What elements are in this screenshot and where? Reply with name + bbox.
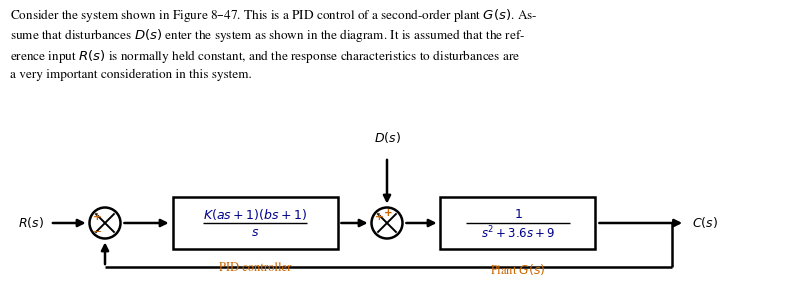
- Text: sume that disturbances $D(s)$ enter the system as shown in the diagram. It is as: sume that disturbances $D(s)$ enter the …: [10, 27, 525, 45]
- Text: $s$: $s$: [251, 227, 259, 239]
- Text: $-$: $-$: [93, 224, 102, 235]
- Text: $D(s)$: $D(s)$: [373, 130, 400, 145]
- Text: +: +: [375, 212, 384, 222]
- Text: PID controller: PID controller: [219, 262, 291, 274]
- Text: $C(s)$: $C(s)$: [692, 216, 718, 230]
- Text: $1$: $1$: [513, 207, 523, 220]
- Text: $R(s)$: $R(s)$: [18, 216, 44, 230]
- Text: Plant $G(s)$: Plant $G(s)$: [490, 262, 545, 277]
- Text: erence input $R(s)$ is normally held constant, and the response characteristics : erence input $R(s)$ is normally held con…: [10, 48, 520, 65]
- Text: +: +: [384, 209, 392, 219]
- Text: $s^2+3.6s+9$: $s^2+3.6s+9$: [481, 225, 555, 241]
- Text: +: +: [93, 212, 102, 222]
- FancyBboxPatch shape: [172, 197, 337, 249]
- Text: a very important consideration in this system.: a very important consideration in this s…: [10, 68, 252, 81]
- Text: Consider the system shown in Figure 8–47. This is a PID control of a second-orde: Consider the system shown in Figure 8–47…: [10, 7, 538, 24]
- Text: $K(as+1)(bs+1)$: $K(as+1)(bs+1)$: [203, 206, 307, 222]
- FancyBboxPatch shape: [440, 197, 596, 249]
